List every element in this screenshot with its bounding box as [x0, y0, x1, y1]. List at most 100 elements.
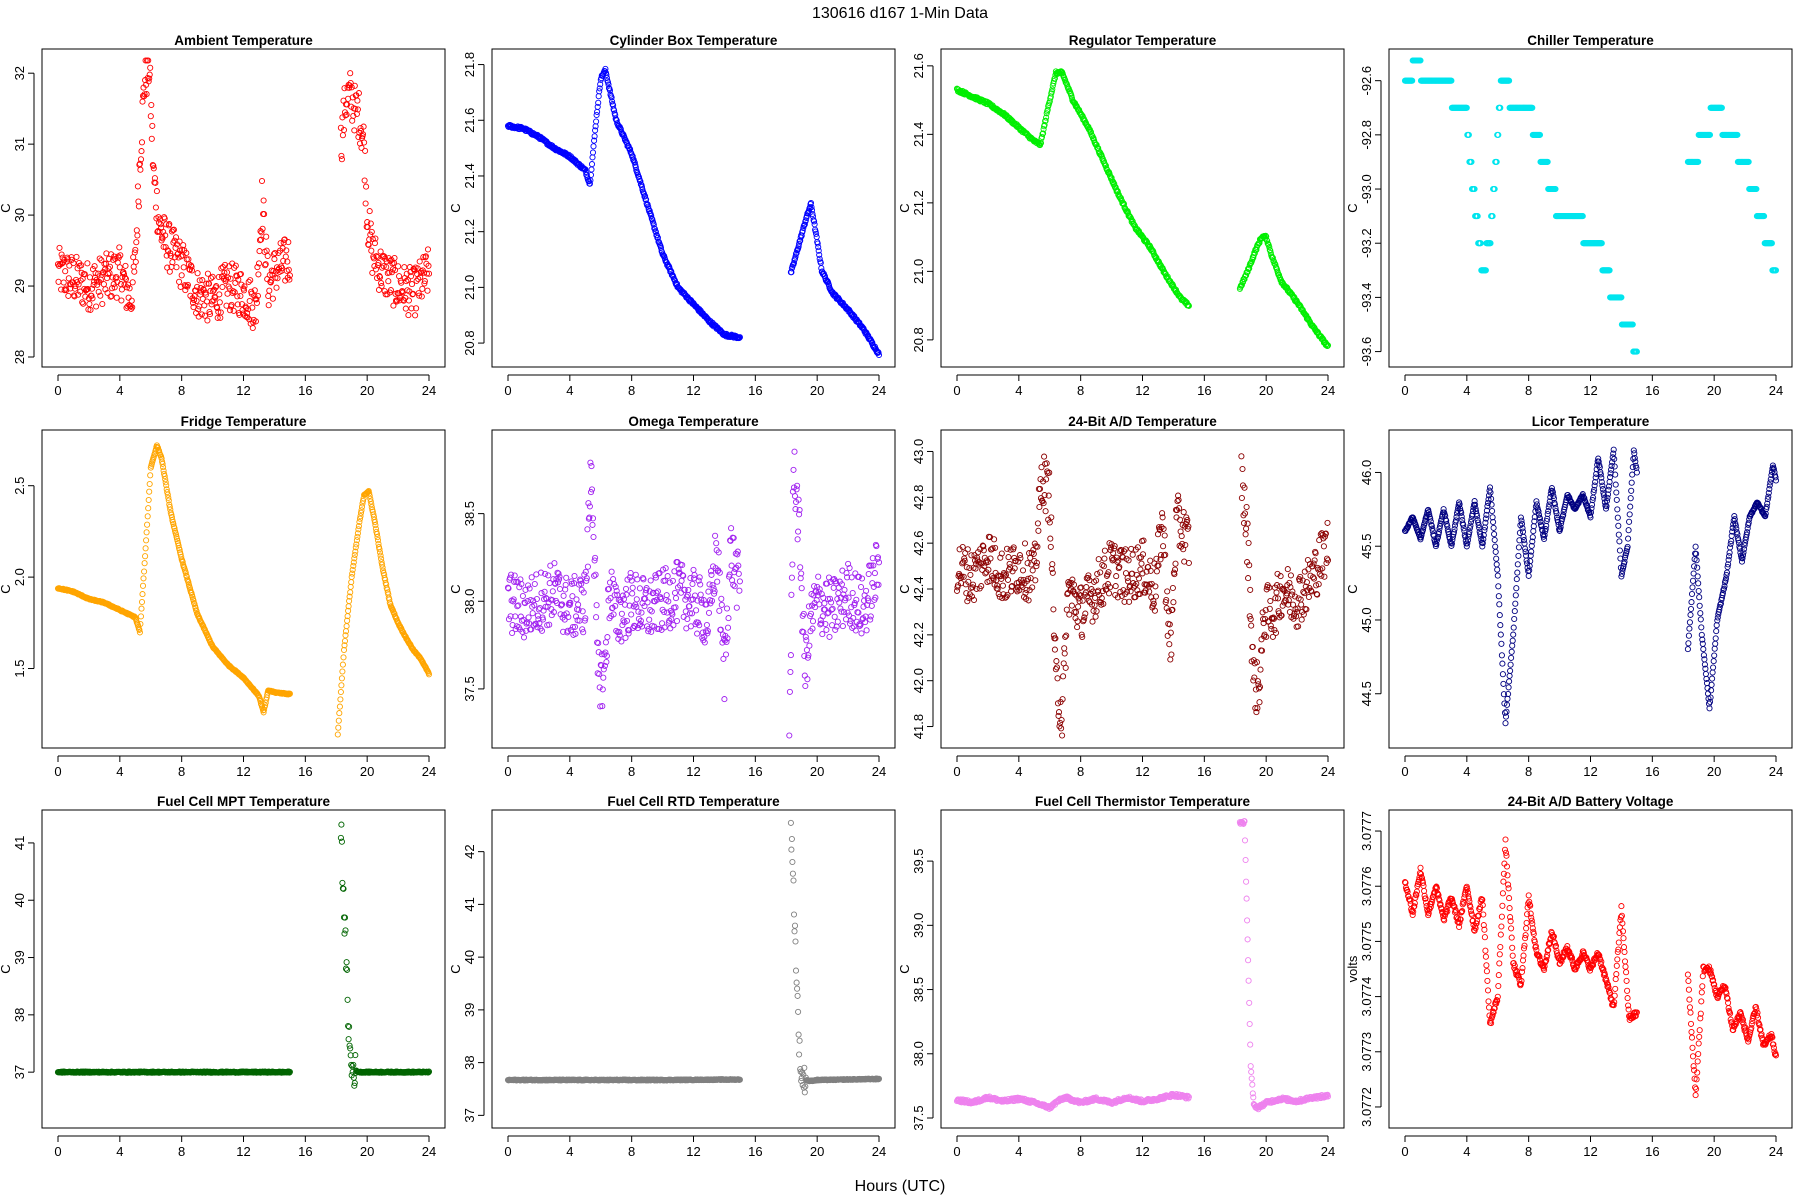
data-point	[1051, 646, 1058, 653]
data-point	[1043, 114, 1050, 121]
data-point	[716, 607, 723, 614]
data-point	[1287, 572, 1294, 579]
data-point	[857, 583, 865, 591]
data-point	[342, 112, 349, 119]
data-point	[259, 225, 266, 232]
data-point	[1629, 321, 1636, 328]
data-point	[423, 260, 430, 267]
series-points	[504, 448, 883, 739]
data-point	[1489, 507, 1496, 515]
data-point	[247, 277, 254, 284]
data-point	[999, 582, 1006, 589]
data-point	[138, 139, 146, 146]
data-point	[1032, 577, 1039, 584]
data-point	[648, 608, 655, 615]
data-point	[1486, 484, 1494, 491]
data-point	[339, 661, 346, 668]
data-point	[236, 311, 243, 318]
data-point	[832, 626, 839, 633]
data-point	[1108, 174, 1115, 181]
x-tick-label: 8	[178, 764, 185, 779]
data-point	[1269, 254, 1276, 261]
series-points	[504, 65, 883, 359]
data-point	[808, 204, 815, 211]
data-point	[347, 70, 354, 77]
y-tick-label: 21.2	[911, 190, 926, 215]
data-point	[1111, 180, 1118, 187]
data-point	[1512, 600, 1519, 607]
x-tick-label: 0	[1401, 764, 1408, 779]
data-point	[1021, 540, 1029, 547]
data-point	[1498, 652, 1505, 659]
data-point	[380, 263, 387, 270]
y-tick-label: -93.6	[1359, 337, 1374, 367]
data-point	[664, 573, 671, 580]
y-tick-label: 46.0	[1359, 460, 1374, 485]
data-point	[1075, 603, 1082, 610]
data-point	[1004, 576, 1012, 583]
data-point	[1070, 98, 1077, 105]
data-point	[425, 262, 432, 269]
data-point	[1113, 573, 1120, 580]
data-point	[1510, 624, 1517, 631]
data-point	[1495, 583, 1502, 590]
data-point	[818, 265, 825, 272]
data-point	[718, 601, 725, 608]
panel-title: Fridge Temperature	[181, 414, 307, 429]
data-point	[131, 268, 138, 275]
data-point	[811, 218, 818, 225]
data-point	[421, 278, 428, 285]
data-point	[137, 166, 144, 173]
data-point	[401, 264, 408, 271]
data-point	[349, 117, 356, 124]
data-point	[142, 545, 149, 552]
data-point	[145, 57, 152, 64]
data-point	[839, 623, 846, 630]
data-point	[355, 133, 362, 141]
data-point	[645, 203, 652, 210]
data-point	[339, 114, 346, 121]
data-point	[360, 123, 367, 130]
data-point	[821, 273, 828, 280]
data-point	[654, 588, 661, 595]
data-point	[575, 601, 582, 608]
data-point	[853, 596, 860, 603]
data-point	[1508, 648, 1515, 655]
data-point	[1465, 131, 1472, 138]
data-point	[415, 275, 422, 283]
y-axis-label: C	[897, 584, 912, 593]
data-point	[1477, 240, 1484, 247]
data-point	[1256, 699, 1263, 706]
data-point	[1243, 525, 1250, 532]
data-point	[804, 676, 811, 683]
y-tick-label: 2.0	[12, 568, 27, 586]
data-point	[823, 626, 830, 633]
data-point	[267, 278, 274, 285]
data-point	[1305, 593, 1312, 601]
data-point	[845, 594, 852, 601]
data-point	[1063, 632, 1070, 639]
data-point	[139, 98, 146, 105]
data-point	[875, 349, 882, 356]
data-point	[647, 606, 654, 614]
data-point	[1448, 77, 1455, 84]
data-point	[219, 283, 226, 291]
data-point	[90, 281, 97, 288]
data-point	[355, 90, 362, 97]
data-point	[1059, 732, 1066, 739]
data-point	[787, 668, 794, 676]
data-point	[195, 306, 202, 313]
data-point	[224, 274, 232, 281]
data-point	[593, 614, 600, 621]
data-point	[424, 246, 432, 253]
data-point	[176, 278, 183, 285]
data-point	[420, 254, 427, 261]
data-point	[337, 688, 344, 696]
data-point	[84, 260, 91, 267]
data-point	[240, 287, 248, 294]
data-point	[573, 596, 580, 603]
data-point	[1239, 279, 1247, 286]
